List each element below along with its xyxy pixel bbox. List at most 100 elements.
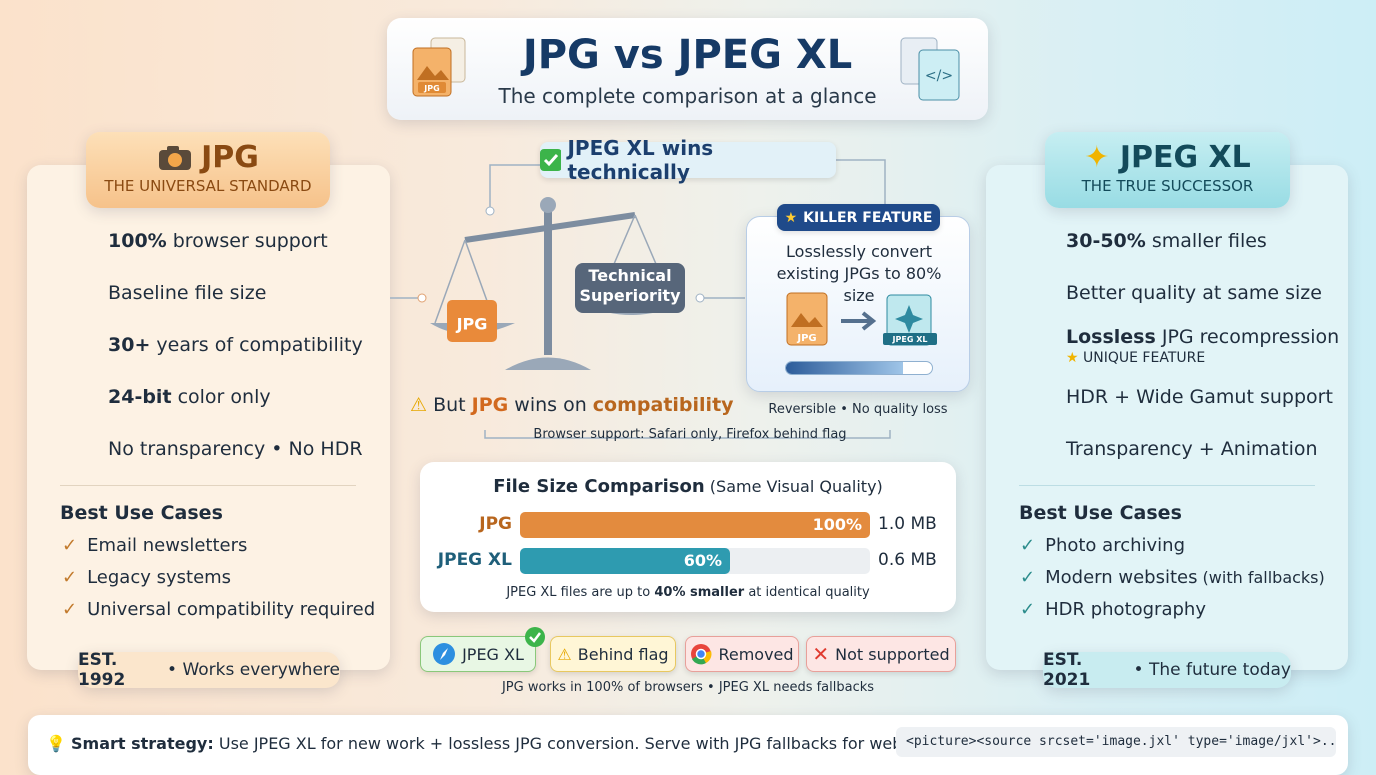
bar-value-label: 100%: [812, 515, 862, 534]
browser-chip: ⚠ Behind flag: [550, 636, 676, 672]
scale-left-label: JPG: [456, 315, 488, 334]
feature: 30-50% smaller files: [1066, 230, 1267, 252]
strategy-text: Use JPEG XL for new work + lossless JPG …: [213, 734, 908, 753]
footer-text: • Works everywhere: [161, 660, 340, 680]
jpg-footer: EST. 1992 • Works everywhere: [78, 650, 340, 690]
jpg-file-icon: JPG: [412, 37, 466, 97]
feature: 100% browser support: [108, 230, 328, 252]
feature: 24-bit color only: [108, 386, 271, 408]
caveat-note: Browser support: Safari only, Firefox be…: [533, 427, 847, 442]
feature-text: years of compatibility: [150, 334, 363, 356]
browser-label: Not supported: [835, 644, 950, 664]
feature-text: Better quality at same size: [1066, 282, 1322, 304]
use-case: ✓ Universal compatibility required: [62, 599, 376, 620]
feature-text: browser support: [166, 230, 328, 252]
feature: HDR + Wide Gamut support: [1066, 386, 1333, 408]
feature-text: Transparency + Animation: [1066, 438, 1318, 460]
feature-bold: 100%: [108, 230, 167, 252]
killer-text: Losslessly convert existing JPGs to 80% …: [776, 242, 942, 305]
progress-track: [785, 361, 933, 375]
file-size-title: File Size Comparison: [493, 476, 705, 497]
bar-size: 1.0 MB: [878, 514, 937, 534]
panel-title: JPG: [201, 140, 259, 175]
caveat-part: JPG: [471, 394, 509, 416]
feature-text: No transparency • No HDR: [108, 438, 363, 460]
killer-note: Reversible • No quality loss: [768, 402, 948, 417]
note-part: 40% smaller: [654, 585, 745, 600]
file-size-card: File Size Comparison (Same Visual Qualit…: [420, 462, 956, 612]
code-snippet: <picture><source srcset='image.jxl' type…: [896, 727, 1336, 757]
strategy-bold: Smart strategy:: [71, 734, 214, 753]
feature: No transparency • No HDR: [108, 438, 363, 460]
feature-text: Baseline file size: [108, 282, 267, 304]
divider: [60, 485, 356, 486]
feature: 30+ years of compatibility: [108, 334, 363, 356]
camera-icon: [159, 145, 192, 170]
scale-right-label: Technical: [588, 266, 671, 285]
supported-badge: [525, 627, 545, 647]
code-glyph: </>: [925, 68, 953, 84]
killer-label: ★ KILLER FEATURE: [777, 204, 940, 231]
use-case-extra: (with fallbacks): [1197, 568, 1325, 587]
code-file-icon: </>: [900, 37, 960, 101]
feature-bold: 30+: [108, 334, 151, 356]
panel-subtitle: THE TRUE SUCCESSOR: [1081, 177, 1254, 195]
use-case: ✓ Legacy systems: [62, 567, 232, 588]
note-part: JPEG XL files are up to: [506, 585, 655, 600]
from-label: JPG: [796, 333, 816, 344]
killer-card: Losslessly convert existing JPGs to 80% …: [746, 216, 970, 392]
feature: Baseline file size: [108, 282, 266, 304]
conversion-icons: JPG JPEG XL: [786, 292, 937, 346]
browser-label: Behind flag: [577, 644, 669, 664]
file-size-note: JPEG XL files are up to 40% smaller at i…: [420, 585, 956, 600]
use-case-text: Modern websites: [1045, 567, 1198, 588]
footer-bold: EST. 1992: [78, 650, 126, 690]
footer-text: • The future today: [1128, 660, 1291, 680]
verdict: JPEG XL wins technically: [567, 136, 714, 184]
feature-text: smaller files: [1145, 230, 1267, 252]
use-case-text: Photo archiving: [1045, 535, 1185, 556]
jpg-panel: [27, 165, 390, 670]
use-case-text: HDR photography: [1045, 599, 1206, 620]
bar: 60%: [520, 548, 730, 574]
panel-subtitle: THE UNIVERSAL STANDARD: [104, 177, 312, 195]
jxl-panel: [986, 165, 1348, 670]
use-cases-title: Best Use Cases: [60, 502, 223, 524]
caveat-part: wins on: [508, 394, 593, 416]
feature: Better quality at same size: [1066, 282, 1322, 304]
title: JPG vs JPEG XL: [522, 32, 853, 78]
jxl-footer: EST. 2021 • The future today: [1043, 650, 1291, 690]
strategy-bar: 💡 Smart strategy: Use JPEG XL for new wo…: [28, 715, 1348, 775]
jxl-badge: ✦ JPEG XL THE TRUE SUCCESSOR: [1045, 132, 1290, 208]
use-case: ✓ Photo archiving: [1020, 535, 1185, 556]
header-card: JPG JPG vs JPEG XL The complete comparis…: [387, 18, 988, 120]
safari-icon: [433, 643, 456, 665]
strategy: 💡 Smart strategy: Use JPEG XL for new wo…: [46, 734, 908, 753]
browser-label: JPEG XL: [462, 644, 524, 664]
use-case: ✓ Email newsletters: [62, 535, 248, 556]
use-case-text: Universal compatibility required: [87, 599, 376, 620]
killer-label-text: KILLER FEATURE: [803, 209, 933, 226]
footer-bold: EST. 2021: [1043, 650, 1091, 690]
caveat-part: compatibility: [592, 394, 734, 416]
feature: Transparency + Animation: [1066, 438, 1318, 460]
chrome-icon: [691, 644, 712, 665]
feature: Lossless JPG recompression ★ UNIQUE FEATU…: [1066, 326, 1339, 366]
browser-label: Removed: [718, 644, 794, 664]
browser-chip: ✕ Not supported: [806, 636, 956, 672]
feature-bold: 30-50%: [1066, 230, 1146, 252]
use-case: ✓ HDR photography: [1020, 599, 1206, 620]
check-icon: [540, 149, 562, 171]
verdict-chip: JPEG XL wins technically: [540, 136, 836, 184]
browser-chip: Removed: [685, 636, 799, 672]
bar-size: 0.6 MB: [878, 550, 937, 570]
feature-text: HDR + Wide Gamut support: [1066, 386, 1333, 408]
connector-lines: [390, 159, 891, 439]
divider: [1019, 485, 1315, 486]
progress-fill: [786, 362, 903, 374]
caveat-part: But: [433, 394, 472, 416]
scale-illustration: JPG Technical Superiority: [430, 197, 685, 370]
to-label: JPEG XL: [892, 335, 928, 344]
bar-label: JPG: [479, 514, 512, 534]
